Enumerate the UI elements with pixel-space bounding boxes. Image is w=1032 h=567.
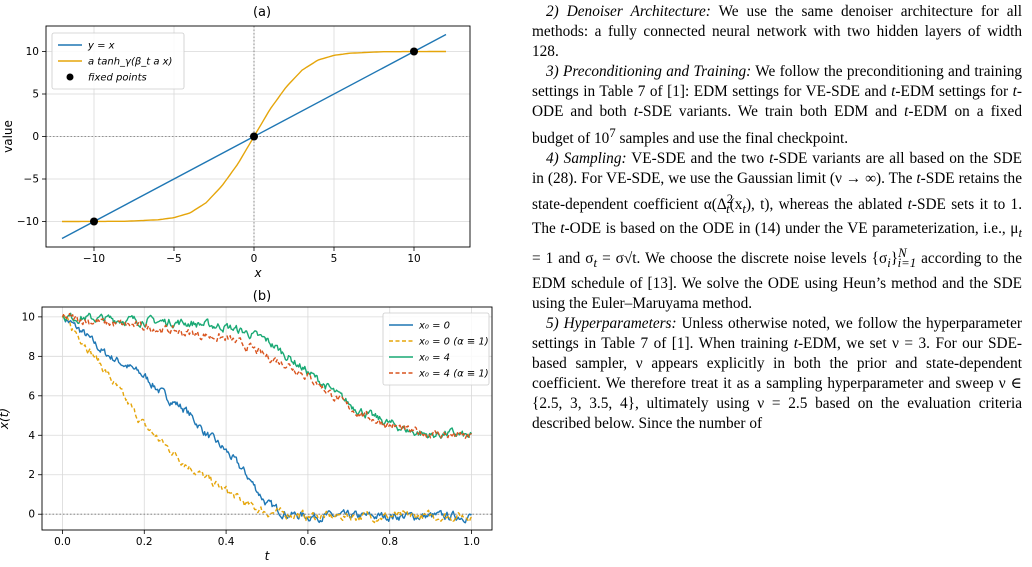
x-tick-label: −5 [166,253,181,265]
x-axis-label: x [253,266,262,280]
y-tick-label: 5 [32,89,39,101]
y-tick-label: 4 [28,430,35,442]
x-tick-label: 1.0 [463,536,480,548]
legend-label: x₀ = 0 [418,321,450,332]
y-tick-label: −5 [24,174,39,186]
paragraph-sampling: 4) Sampling: VE-SDE and the two t-SDE va… [532,149,1022,312]
legend-label: x₀ = 0 (α ≡ 1) [418,337,489,348]
plot-frame [41,306,493,531]
chart-a: −10 −5 0 5 10 −10 −5 0 5 10 x value y = x a tanh_γ(β_… [1,25,471,280]
panel-a-label: (a) [253,5,271,20]
heading-sampling: 4) Sampling: [546,149,627,167]
heading-preconditioning: 3) Preconditioning and Training: [546,63,752,81]
x-tick-label: 0.2 [136,536,153,548]
legend-label: x₀ = 4 (α ≡ 1) [418,369,489,380]
legend: x₀ = 0 x₀ = 0 (α ≡ 1) x₀ = 4 x₀ = 4 (α ≡ 1) [382,312,490,386]
x-tick-label: 10 [407,253,420,265]
x-tick-label: 0.4 [218,536,235,548]
legend-label: a tanh_γ(β_t a x) [88,57,172,68]
x-tick-label: 0.8 [381,536,398,548]
legend-box [51,32,185,90]
paragraph-denoiser: 2) Denoiser Architecture: We use the sam… [532,3,1022,61]
legend-box [382,312,490,386]
body-text-column: 2) Denoiser Architecture: We use the sam… [532,2,1022,562]
y-tick-label: 2 [28,469,35,481]
y-tick-label: 0 [28,509,35,521]
x-tick-label: −10 [83,253,105,265]
x-tick-label: 0.6 [300,536,317,548]
panel-b-label: (b) [253,289,271,304]
y-tick-label: 6 [28,390,35,402]
y-tick-label: 0 [32,131,39,143]
paragraph-preconditioning: 3) Preconditioning and Training: We foll… [532,63,1022,147]
y-axis-label: x(t) [0,408,11,430]
heading-hyperparameters: 5) Hyperparameters: [546,314,677,332]
x-tick-label: 0.0 [54,536,71,548]
legend: y = x a tanh_γ(β_t a x) fixed points [51,32,185,90]
fixed-point-marker [410,47,418,56]
x-axis-label: t [265,549,271,562]
series-line-0 [62,316,472,524]
legend-label: fixed points [88,73,147,84]
y-tick-label: 10 [22,311,35,323]
x-tick-label: 0 [251,253,258,265]
heading-denoiser: 2) Denoiser Architecture: [546,3,711,20]
legend-label: x₀ = 4 [418,353,450,364]
y-tick-label: 8 [28,351,35,363]
fixed-point-marker [90,217,98,226]
figure-svg: (a) (b) −10 −5 0 5 10 −10 −5 0 5 10 x value y = x a t… [0,5,493,563]
series-line-1 [62,315,473,524]
paragraph-hyperparameters: 5) Hyperparameters: Unless otherwise not… [532,314,1022,433]
x-tick-label: 5 [331,253,338,265]
y-tick-label: 10 [26,46,39,58]
series-line-2 [61,312,473,439]
legend-marker [66,73,74,81]
legend-label: y = x [87,41,115,52]
fixed-point-marker [250,132,258,141]
figure: (a) (b) −10 −5 0 5 10 −10 −5 0 5 10 x value y = x a t… [0,0,520,563]
y-axis-label: value [1,120,15,153]
y-tick-label: −10 [17,216,39,228]
